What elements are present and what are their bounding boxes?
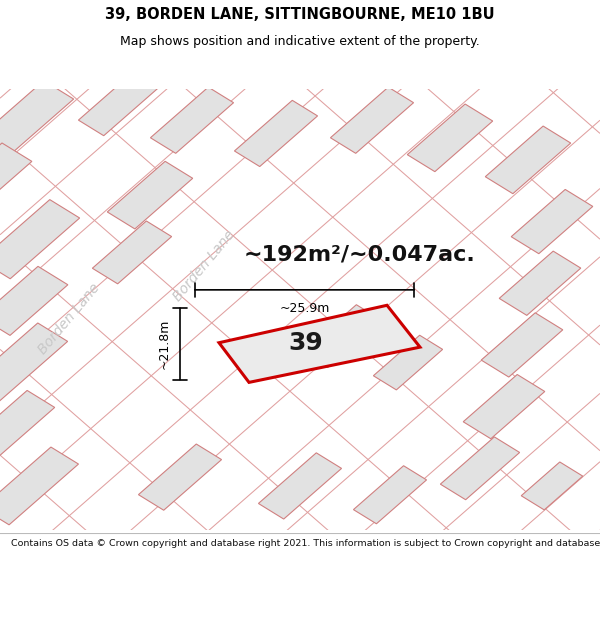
Bar <box>0 447 79 525</box>
Text: 39, BORDEN LANE, SITTINGBOURNE, ME10 1BU: 39, BORDEN LANE, SITTINGBOURNE, ME10 1BU <box>105 8 495 22</box>
Bar <box>0 323 68 402</box>
Bar <box>407 104 493 172</box>
Bar <box>331 87 413 153</box>
Bar <box>235 101 317 166</box>
Text: 39: 39 <box>289 331 323 355</box>
Bar <box>485 126 571 194</box>
Bar <box>481 313 563 377</box>
Bar <box>499 251 581 316</box>
Bar <box>0 81 74 160</box>
Text: ~21.8m: ~21.8m <box>157 319 170 369</box>
Bar <box>353 466 427 524</box>
Bar <box>79 69 161 136</box>
Text: Map shows position and indicative extent of the property.: Map shows position and indicative extent… <box>120 35 480 48</box>
Bar <box>0 266 68 336</box>
Bar <box>0 199 80 279</box>
Bar <box>373 335 443 390</box>
Text: Borden Lane: Borden Lane <box>170 228 238 304</box>
Bar <box>511 189 593 254</box>
Text: Borden Lane: Borden Lane <box>35 281 103 356</box>
Bar <box>440 437 520 500</box>
Text: ~25.9m: ~25.9m <box>280 302 329 315</box>
Bar <box>463 374 545 439</box>
Bar <box>107 161 193 229</box>
Bar <box>151 87 233 153</box>
Bar <box>0 143 32 212</box>
Bar <box>139 444 221 510</box>
Text: ~192m²/~0.047ac.: ~192m²/~0.047ac. <box>244 244 476 264</box>
Bar <box>302 305 382 368</box>
Bar <box>92 221 172 284</box>
Text: Contains OS data © Crown copyright and database right 2021. This information is : Contains OS data © Crown copyright and d… <box>11 539 600 548</box>
Bar <box>521 462 583 510</box>
Bar <box>259 453 341 519</box>
Bar <box>0 391 55 458</box>
Polygon shape <box>219 305 420 382</box>
